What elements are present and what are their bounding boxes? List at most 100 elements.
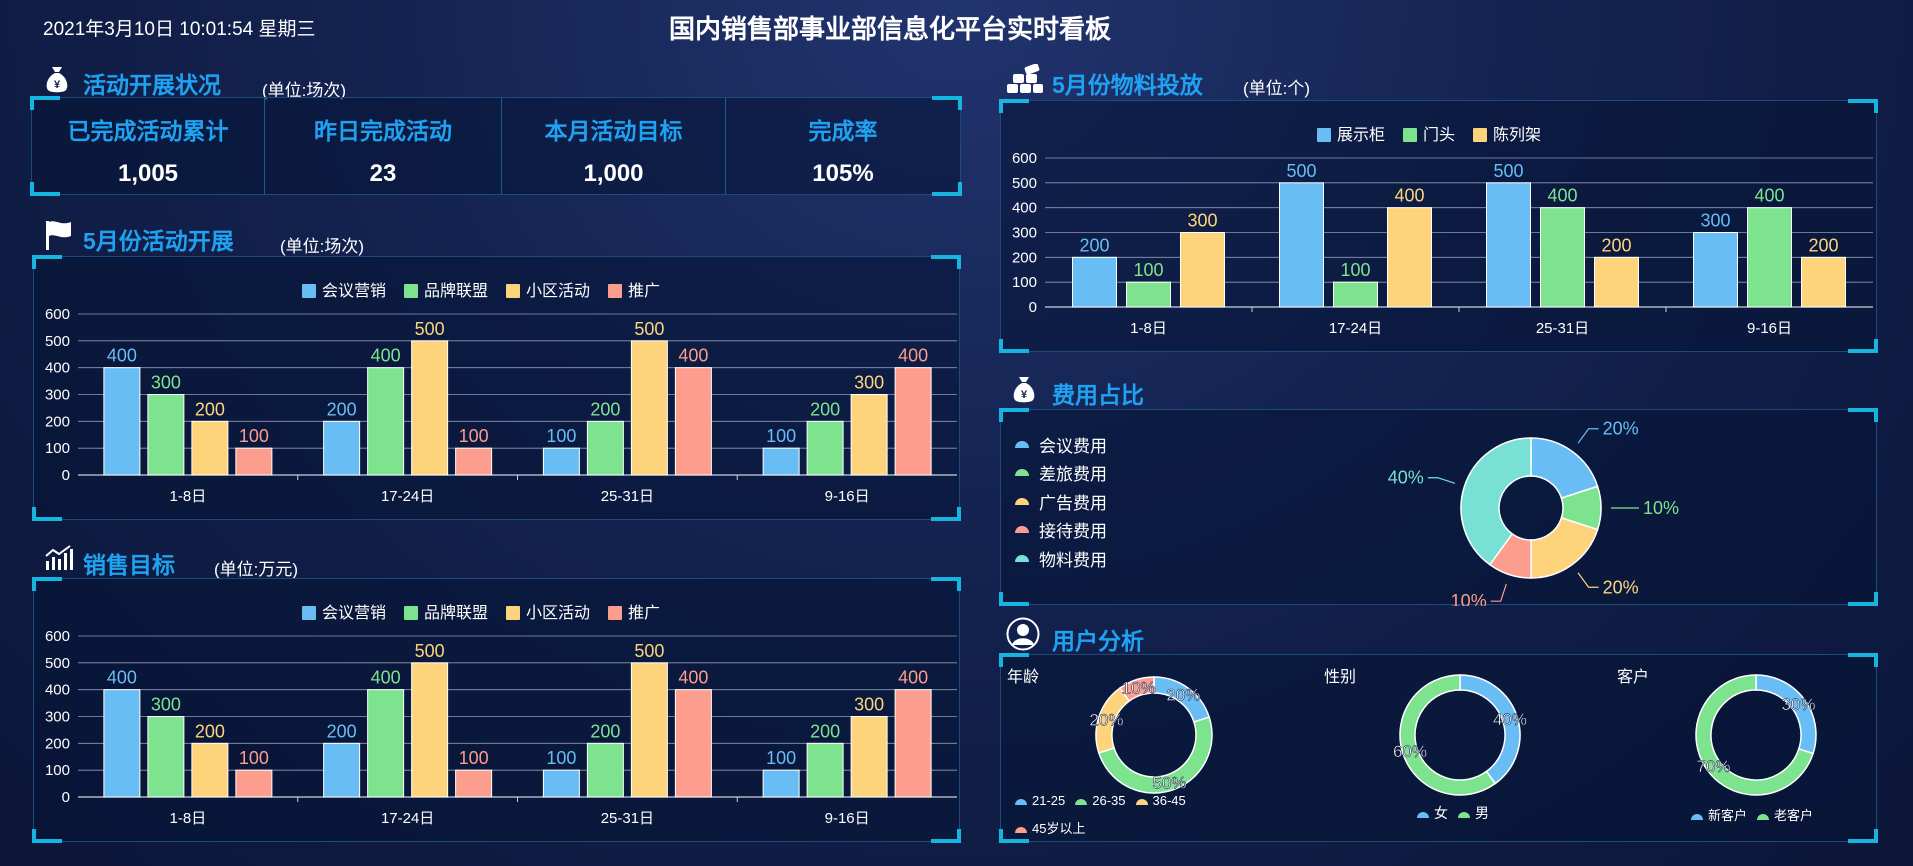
bar — [411, 662, 449, 798]
legend-item[interactable]: 21-25 — [1015, 793, 1065, 808]
bar-value-label: 300 — [1700, 211, 1730, 231]
corner-accent — [32, 577, 62, 581]
corner-accent — [1848, 408, 1878, 412]
bar-value-label: 400 — [1547, 186, 1577, 206]
corner-accent — [957, 255, 961, 269]
y-tick-label: 200 — [45, 413, 70, 430]
legend-item[interactable]: 推广 — [608, 277, 660, 301]
legend-item[interactable]: 老客户 — [1757, 805, 1813, 824]
corner-accent — [32, 255, 36, 269]
legend-item[interactable]: 会议营销 — [302, 599, 386, 623]
bar-value-label: 100 — [766, 426, 796, 446]
legend-label: 女 — [1434, 805, 1448, 821]
legend-item[interactable]: 品牌联盟 — [404, 599, 488, 623]
legend-label: 接待费用 — [1039, 522, 1107, 542]
materials-icon — [1007, 64, 1043, 93]
bar-value-label: 200 — [590, 399, 620, 419]
bar-value-label: 200 — [810, 721, 840, 741]
corner-accent — [999, 408, 1003, 422]
legend-item[interactable]: 陈列架 — [1473, 121, 1541, 145]
legend-item[interactable]: 36-45 — [1135, 793, 1186, 808]
bar-value-label: 100 — [546, 426, 576, 446]
material-bar-chart: 0 100 200 300 400 500 600 1-8日 200 100 300 17-24日 50… — [1012, 150, 1873, 337]
legend-item[interactable]: 接待费用 — [1015, 516, 1107, 545]
y-tick-label: 600 — [45, 306, 70, 323]
gender-legend: 女 男 — [1417, 803, 1489, 823]
corner-accent — [32, 577, 36, 591]
legend-item[interactable]: 广告费用 — [1015, 487, 1107, 516]
legend-item[interactable]: 45岁以上 — [1015, 818, 1275, 837]
stat-divider — [501, 98, 502, 194]
legend-item[interactable]: 展示柜 — [1317, 121, 1385, 145]
may-activity-legend: 会议营销 品牌联盟 小区活动 推广 — [302, 277, 660, 301]
sales-legend: 会议营销 品牌联盟 小区活动 推广 — [302, 599, 660, 623]
bar-value-label: 300 — [854, 373, 884, 393]
bar-value-label: 200 — [1079, 235, 1109, 255]
y-tick-label: 500 — [1012, 175, 1037, 192]
legend-swatch — [506, 284, 521, 298]
bar — [367, 367, 405, 476]
activity-stats-panel: 已完成活动累计 1,005 昨日完成活动 23 本月活动目标 1,000 完成率… — [31, 97, 961, 195]
legend-item[interactable]: 小区活动 — [506, 599, 590, 623]
may-activity-panel: 会议营销 品牌联盟 小区活动 推广 0 100 200 300 400 500 600 1-8… — [33, 256, 960, 520]
corner-accent — [1874, 339, 1878, 353]
material-title: 5月份物料投放 — [1052, 72, 1203, 98]
corner-accent — [932, 96, 962, 100]
legend-item[interactable]: 男 — [1458, 803, 1489, 823]
bar-value-label: 500 — [634, 641, 664, 661]
legend-item[interactable]: 门头 — [1403, 121, 1455, 145]
stat-monthly-target: 本月活动目标 1,000 — [502, 98, 725, 194]
corner-accent — [32, 839, 62, 843]
bar — [191, 742, 229, 798]
corner-accent — [32, 517, 62, 521]
legend-marker — [1691, 814, 1703, 820]
bar-value-label: 400 — [371, 346, 401, 366]
legend-item[interactable]: 差旅费用 — [1015, 459, 1107, 488]
y-tick-label: 0 — [62, 789, 70, 806]
bar — [894, 367, 932, 476]
legend-marker — [1015, 526, 1029, 534]
slice-value-label: 20% — [1089, 711, 1123, 730]
bar-value-label: 400 — [1754, 186, 1784, 206]
users-panel: 年龄 性别 客户 21-25 26-35 36-45 45岁以上 女 男 新客户… — [1000, 654, 1877, 842]
y-tick-label: 300 — [45, 387, 70, 404]
legend-swatch — [1403, 128, 1418, 142]
material-unit: (单位:个) — [1243, 79, 1311, 98]
corner-accent — [30, 96, 34, 110]
bar-value-label: 100 — [1340, 260, 1370, 280]
legend-item[interactable]: 女 — [1417, 803, 1448, 823]
legend-item[interactable]: 会议营销 — [302, 277, 386, 301]
activity-unit: (单位:场次) — [262, 81, 347, 100]
legend-item[interactable]: 物料费用 — [1015, 544, 1107, 573]
corner-accent — [32, 255, 62, 259]
bar-value-label: 100 — [459, 748, 489, 768]
donut-slice — [1118, 676, 1155, 703]
x-tick-label: 17-24日 — [1329, 320, 1382, 337]
slice-value-label: 20% — [1166, 686, 1200, 705]
corner-accent — [30, 182, 34, 196]
legend-swatch — [302, 284, 316, 298]
bar-value-label: 400 — [898, 668, 928, 688]
corner-accent — [999, 408, 1029, 412]
legend-item[interactable]: 小区活动 — [506, 277, 590, 301]
y-tick-label: 200 — [45, 735, 70, 752]
slice-value-label: 30% — [1781, 695, 1815, 714]
legend-item[interactable]: 会议费用 — [1015, 430, 1107, 459]
corner-accent — [1874, 408, 1878, 422]
y-tick-label: 200 — [1012, 249, 1037, 266]
corner-accent — [957, 577, 961, 591]
stat-value: 105% — [812, 160, 874, 187]
corner-accent — [1848, 349, 1878, 353]
legend-item[interactable]: 推广 — [608, 599, 660, 623]
bar — [191, 420, 229, 476]
stat-label: 已完成活动累计 — [67, 118, 229, 144]
y-tick-label: 100 — [1012, 274, 1037, 291]
legend-label: 陈列架 — [1493, 127, 1542, 144]
gender-label: 性别 — [1324, 669, 1357, 686]
user-icon — [1006, 617, 1040, 651]
legend-item[interactable]: 26-35 — [1075, 793, 1126, 808]
legend-item[interactable]: 新客户 — [1691, 805, 1747, 824]
bar-value-label: 200 — [195, 399, 225, 419]
slice-value-label: 10% — [1643, 498, 1679, 518]
legend-item[interactable]: 品牌联盟 — [404, 277, 488, 301]
